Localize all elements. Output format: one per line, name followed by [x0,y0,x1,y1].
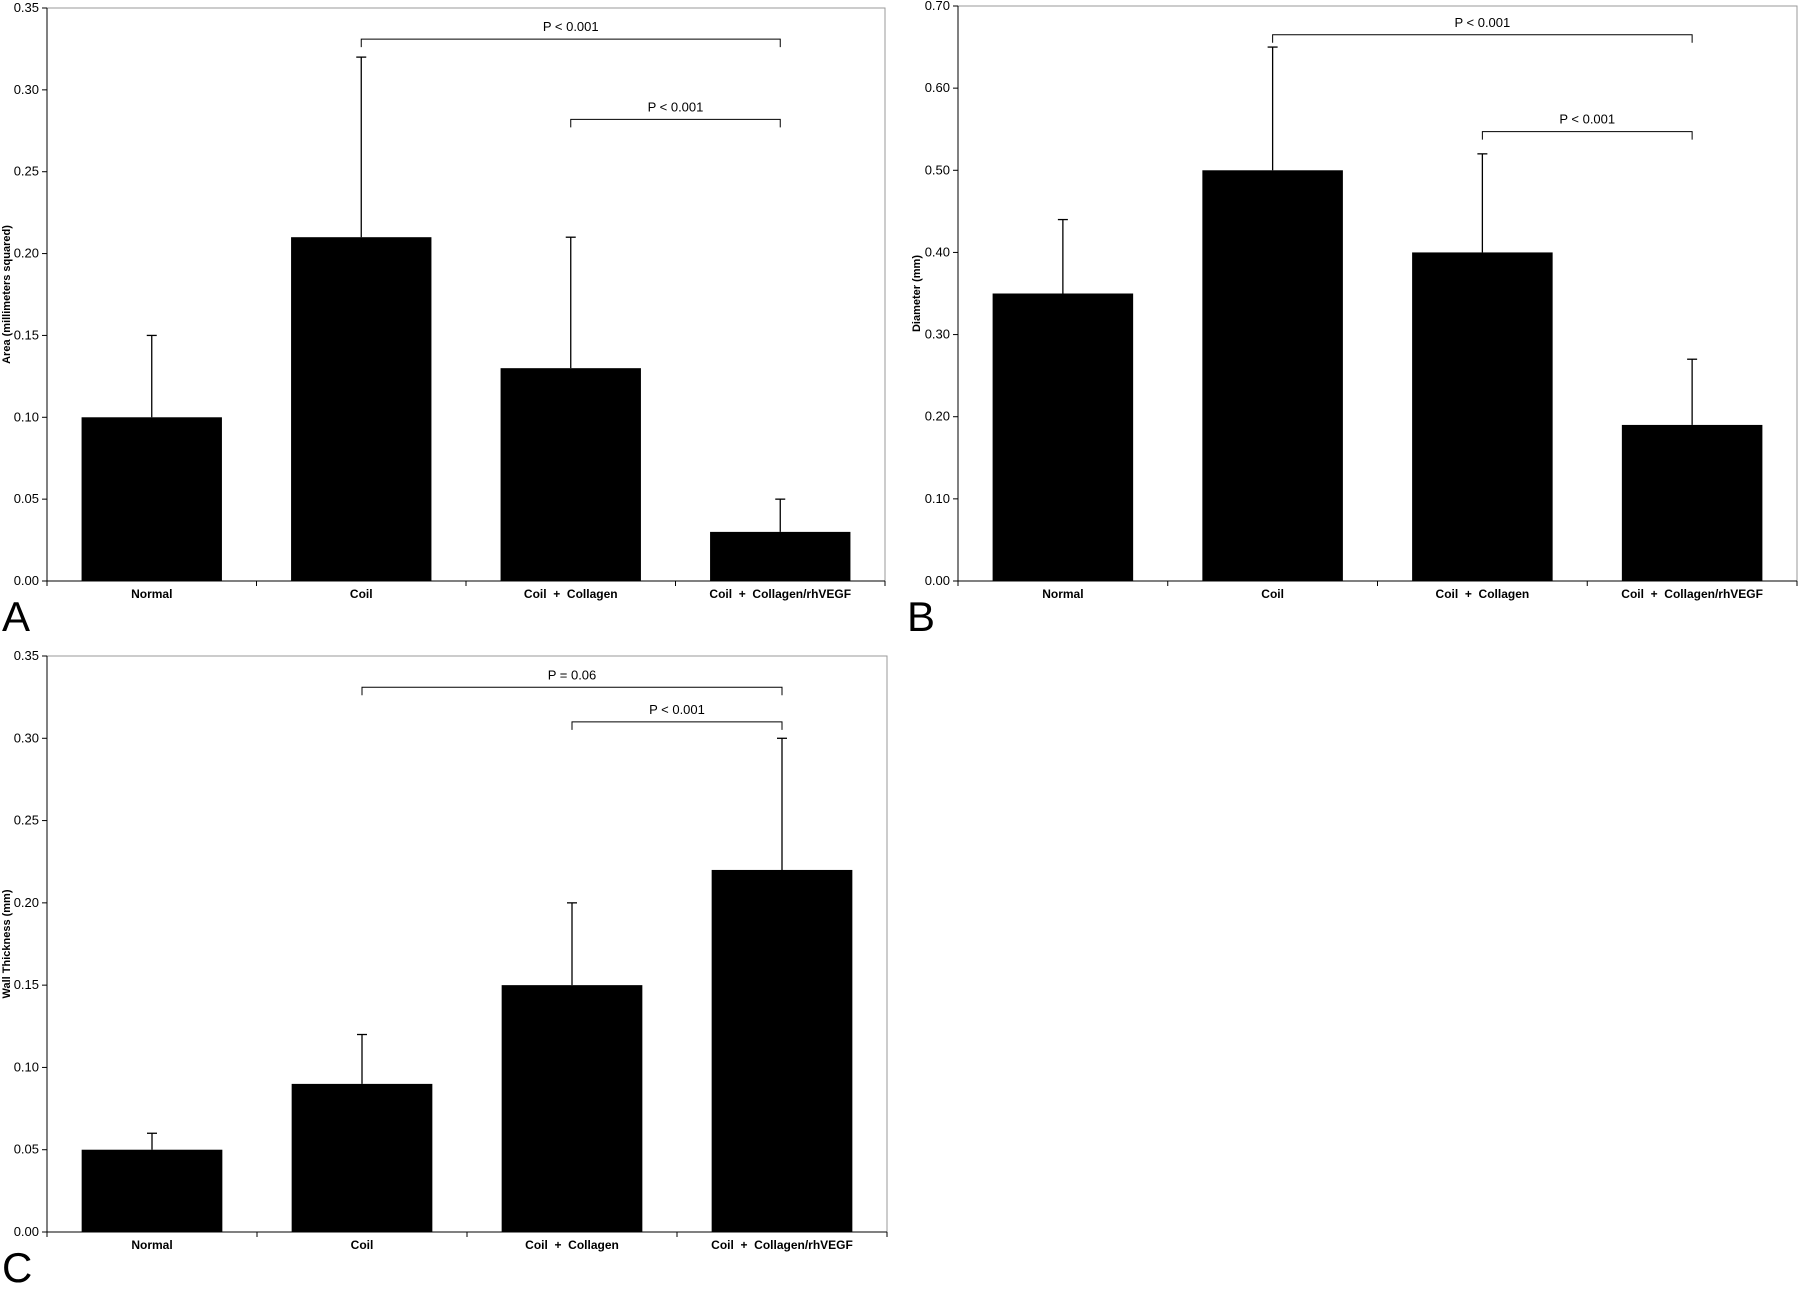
significance-bracket [570,118,781,128]
category-label: Normal [131,1238,172,1252]
y-tick-label: 0.20 [14,246,39,261]
significance-label: P < 0.001 [1559,112,1615,127]
y-tick-label: 0.10 [925,491,950,506]
bar [81,1149,223,1232]
significance-bracket [361,686,783,696]
y-tick-label: 0.30 [14,730,39,745]
chart-panel-b: 0.00 0.10 0.20 0.30 0.40 0.50 0.60 0.70 Diameter… [907,0,1798,640]
significance-bracket [360,38,781,48]
y-tick-label: 0.40 [925,244,950,259]
chart-panel-a: 0.00 0.05 0.10 0.15 0.20 0.25 0.30 0.35 Area (mi… [1,0,886,640]
y-tick-label: 0.10 [14,1059,39,1074]
y-tick-label: 0.30 [14,82,39,97]
significance-bracket [1272,34,1693,43]
y-tick-label: 0.15 [14,327,39,342]
category-label: Coil + Collagen/rhVEGF [1621,587,1763,601]
y-tick-label: 0.25 [14,813,39,828]
bar [81,417,222,581]
significance-label: P < 0.001 [543,19,599,34]
y-tick-label: 0.50 [925,162,950,177]
y-tick-label: 0.25 [14,164,39,179]
bar [1621,424,1763,581]
bar [501,985,643,1232]
y-axis-title: Area (millimeters squared) [1,225,13,364]
y-tick-label: 0.20 [14,895,39,910]
category-label: Coil + Collagen/rhVEGF [711,1238,853,1252]
category-label: Coil + Collagen [1436,587,1530,601]
significance-bracket [571,721,783,730]
bar [291,237,432,581]
y-tick-label: 0.30 [925,327,950,342]
significance-label: P < 0.001 [1454,15,1510,30]
category-label: Coil + Collagen [525,1238,619,1252]
y-tick-label: 0.60 [925,80,950,95]
y-axis-title: Diameter (mm) [911,255,923,332]
category-label: Coil [350,587,373,601]
bar [992,293,1134,581]
y-tick-label: 0.70 [925,0,950,13]
bar [711,869,853,1232]
bar [1202,170,1343,582]
bar [1412,252,1553,581]
y-tick-label: 0.20 [925,409,950,424]
category-label: Normal [1042,587,1083,601]
significance-label: P = 0.06 [548,667,597,682]
panel-letter: C [2,1244,32,1291]
category-label: Coil + Collagen [524,587,618,601]
category-label: Normal [131,587,172,601]
y-tick-label: 0.00 [925,573,950,588]
bar [291,1083,433,1232]
y-tick-label: 0.15 [14,977,39,992]
y-tick-label: 0.35 [14,648,39,663]
panel-letter: B [907,593,935,640]
y-tick-label: 0.00 [14,1224,39,1239]
category-label: Coil [351,1238,374,1252]
category-label: Coil + Collagen/rhVEGF [709,587,851,601]
y-tick-label: 0.05 [14,491,39,506]
y-tick-label: 0.35 [14,0,39,15]
category-label: Coil [1261,587,1284,601]
y-tick-label: 0.00 [14,573,39,588]
significance-label: P < 0.001 [648,99,704,114]
y-tick-label: 0.10 [14,409,39,424]
bar [500,368,641,581]
y-tick-label: 0.05 [14,1142,39,1157]
y-axis-title: Wall Thickness (mm) [1,889,13,998]
chart-panel-c: 0.00 0.05 0.10 0.15 0.20 0.25 0.30 0.35 Wall Thi… [1,648,888,1291]
significance-bracket [1481,131,1693,140]
significance-label: P < 0.001 [649,702,705,717]
bar [710,531,851,581]
panel-letter: A [2,593,30,640]
